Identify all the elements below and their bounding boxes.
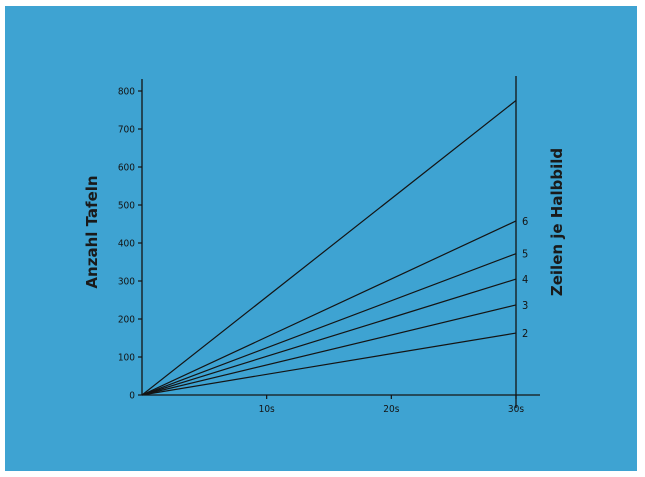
secondary-axis-title: Zeilen je Halbbild	[548, 148, 566, 296]
y-tick-label: 0	[129, 391, 135, 402]
axes	[142, 76, 540, 408]
y-tick-label: 600	[118, 163, 135, 174]
series-label: 3	[522, 299, 528, 312]
y-axis-title: Anzahl Tafeln	[83, 175, 101, 288]
y-tick-label: 100	[118, 353, 135, 364]
series-line	[142, 254, 516, 395]
series-line	[142, 279, 516, 395]
series-lines	[142, 101, 516, 396]
x-tick-label: 30s	[508, 404, 524, 415]
x-tick-label: 20s	[383, 404, 399, 415]
series-label: 5	[522, 248, 528, 261]
y-tick-label: 400	[118, 239, 135, 250]
y-tick-label: 700	[118, 125, 135, 136]
series-label: 2	[522, 327, 528, 340]
series-line	[142, 305, 516, 395]
x-tick-label: 10s	[259, 404, 275, 415]
series-line	[142, 101, 516, 396]
y-tick-label: 500	[118, 201, 135, 212]
y-tick-label: 800	[118, 87, 135, 98]
y-tick-label: 300	[118, 277, 135, 288]
series-label: 6	[522, 215, 528, 228]
series-label: 4	[522, 273, 528, 286]
series-line	[142, 333, 516, 395]
y-tick-label: 200	[118, 315, 135, 326]
